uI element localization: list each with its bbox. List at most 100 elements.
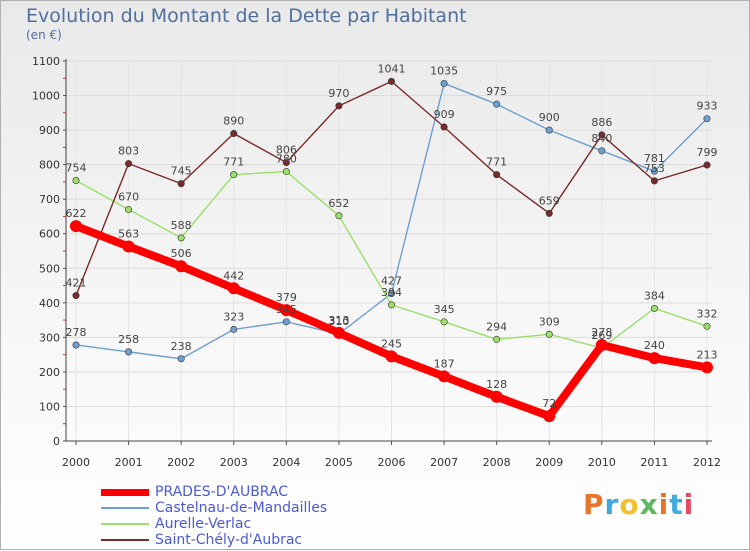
data-label: 258: [118, 333, 139, 346]
chart-title: Evolution du Montant de la Dette par Hab…: [26, 5, 467, 27]
logo-letter: P: [583, 488, 605, 521]
data-label: 442: [223, 269, 244, 282]
data-label: 781: [644, 152, 665, 165]
data-label: 394: [381, 286, 402, 299]
data-label: 427: [381, 274, 402, 287]
data-point: [125, 348, 133, 356]
data-point: [177, 180, 185, 188]
data-point: [227, 282, 240, 295]
data-label: 975: [486, 85, 507, 98]
x-tick-label: 2012: [693, 456, 721, 469]
data-point: [335, 102, 343, 110]
data-point: [335, 212, 343, 220]
logo-letter: i: [683, 488, 695, 521]
data-label: 670: [118, 191, 139, 204]
y-tick-label: 400: [39, 297, 60, 310]
data-point: [650, 177, 658, 185]
x-tick-label: 2006: [378, 456, 406, 469]
data-label: 213: [697, 348, 718, 361]
data-point: [543, 410, 556, 423]
data-point: [230, 130, 238, 138]
data-label: 659: [539, 194, 560, 207]
data-point: [438, 370, 451, 383]
data-label: 313: [328, 314, 349, 327]
data-label: 745: [171, 165, 192, 178]
logo-letter: i: [658, 488, 670, 521]
data-label: 1035: [430, 64, 458, 77]
legend-label: PRADES-D'AUBRAC: [155, 484, 289, 500]
y-tick-label: 200: [39, 366, 60, 379]
data-point: [282, 318, 290, 326]
data-point: [282, 159, 290, 167]
data-label: 780: [276, 153, 297, 166]
legend-label: Saint-Chély-d'Aubrac: [155, 532, 303, 548]
data-label: 622: [66, 207, 87, 220]
data-label: 72: [542, 397, 556, 410]
legend-swatch: [101, 539, 149, 541]
data-point: [122, 240, 135, 253]
data-point: [72, 292, 80, 300]
data-label: 345: [434, 303, 455, 316]
data-label: 238: [171, 340, 192, 353]
data-label: 588: [171, 219, 192, 232]
data-point: [545, 126, 553, 134]
data-point: [72, 341, 80, 349]
data-label: 379: [276, 291, 297, 304]
legend-swatch: [101, 488, 149, 496]
y-tick-label: 900: [39, 124, 60, 137]
x-tick-label: 2005: [325, 456, 353, 469]
data-label: 806: [276, 144, 297, 157]
data-label: 421: [66, 277, 87, 290]
data-point: [545, 209, 553, 217]
legend-label: Aurelle-Verlac: [155, 516, 252, 532]
data-label: 900: [539, 111, 560, 124]
data-label: 240: [644, 339, 665, 352]
data-label: 269: [591, 329, 612, 342]
data-point: [493, 171, 501, 179]
data-point: [701, 361, 713, 374]
data-point: [650, 304, 658, 312]
x-tick-label: 2011: [640, 456, 668, 469]
data-point: [230, 171, 238, 179]
data-point: [175, 260, 188, 273]
data-point: [230, 325, 238, 333]
data-point: [385, 350, 398, 363]
y-tick-label: 700: [39, 193, 60, 206]
x-tick-label: 2003: [220, 456, 248, 469]
data-point: [703, 115, 711, 123]
y-tick-label: 1000: [32, 90, 60, 103]
data-point: [703, 322, 711, 330]
y-tick-label: 300: [39, 331, 60, 344]
data-label: 771: [486, 156, 507, 169]
data-label: 294: [486, 320, 507, 333]
data-point: [280, 304, 293, 317]
data-label: 345: [276, 303, 297, 316]
data-label: 309: [539, 315, 560, 328]
x-tick-label: 2000: [62, 456, 90, 469]
data-point: [595, 338, 608, 351]
legend-swatch: [101, 523, 149, 525]
data-point: [648, 352, 661, 365]
data-label: 840: [591, 132, 612, 145]
logo-letter: t: [669, 488, 684, 521]
y-tick-label: 0: [53, 435, 60, 448]
x-tick-label: 2001: [115, 456, 143, 469]
proxiti-logo: Proxiti: [583, 488, 694, 521]
data-point: [440, 123, 448, 131]
data-label: 245: [381, 337, 402, 350]
data-label: 278: [591, 326, 612, 339]
data-label: 506: [171, 247, 192, 260]
data-point: [125, 206, 133, 214]
data-point: [650, 167, 658, 175]
data-point: [387, 301, 395, 309]
data-label: 933: [697, 100, 718, 113]
data-label: 886: [591, 116, 612, 129]
y-tick-label: 1100: [32, 55, 60, 68]
logo-letter: o: [619, 488, 640, 521]
chart-subtitle: (en €): [26, 28, 62, 42]
data-point: [177, 355, 185, 363]
data-label: 909: [434, 108, 455, 121]
data-label: 332: [697, 307, 718, 320]
x-tick-label: 2009: [535, 456, 563, 469]
